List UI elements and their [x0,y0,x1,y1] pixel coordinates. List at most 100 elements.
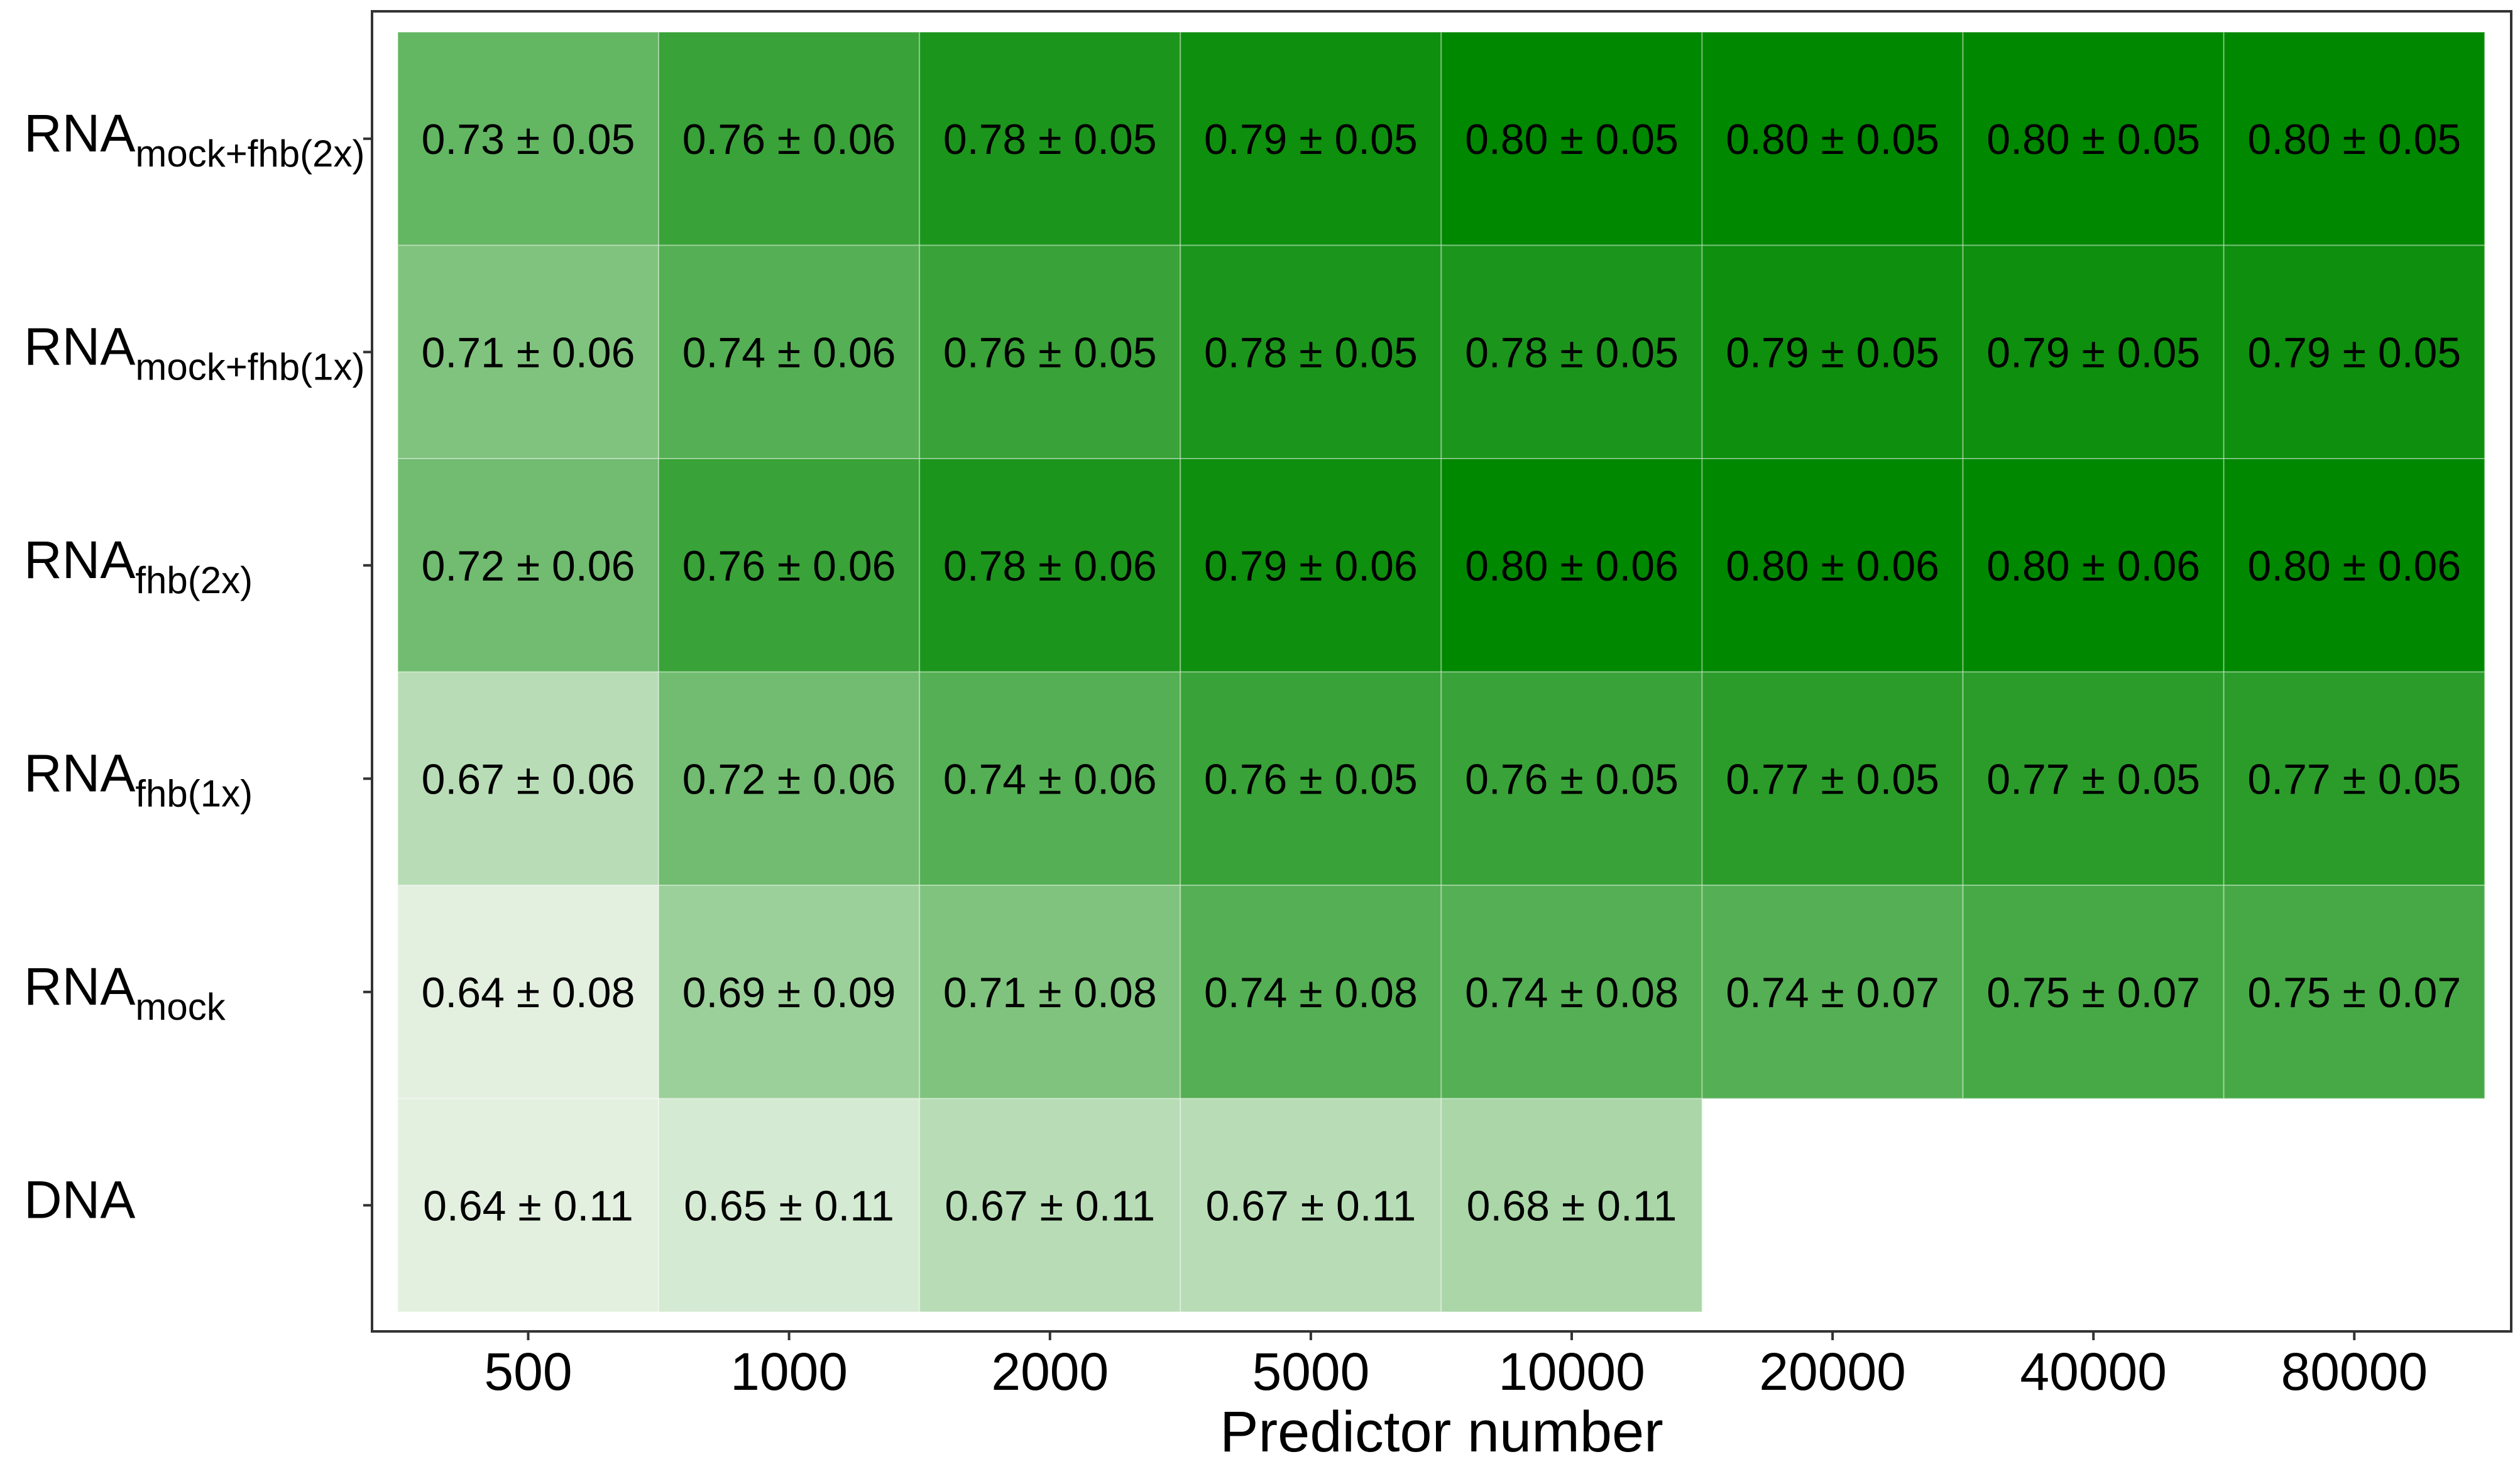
heatmap-cell [919,458,1181,673]
heatmap-cell [2223,458,2485,673]
cell-labels: 0.73 ± 0.05 0.76 ± 0.06 0.78 ± 0.05 0.79 ± … [422,116,2462,1230]
heatmap-cell [1962,885,2225,1100]
x-tick-label: 40000 [2020,1342,2167,1401]
cell-value-label: 0.78 ± 0.05 [1465,329,1679,376]
heatmap-cell [1440,244,1703,459]
heatmap-cell [1440,885,1703,1100]
y-tick-label: RNAfhb(2x) [24,530,253,601]
heatmap-cell [1440,458,1703,673]
heatmap-cell [397,671,660,886]
cell-value-label: 0.80 ± 0.05 [1986,116,2200,163]
heatmap-cell [2223,244,2485,459]
cell-value-label: 0.67 ± 0.06 [422,755,635,803]
cell-value-label: 0.80 ± 0.06 [1986,542,2200,590]
cell-value-label: 0.65 ± 0.11 [684,1182,894,1230]
heatmap-cell [1701,31,1964,246]
cell-value-label: 0.76 ± 0.06 [682,542,896,590]
cell-value-label: 0.77 ± 0.05 [2247,755,2461,803]
cell-value-label: 0.80 ± 0.06 [2247,542,2461,590]
heatmap-cell [919,31,1181,246]
cell-value-label: 0.64 ± 0.11 [423,1182,633,1230]
x-axis-title: Predictor number [1220,1400,1663,1464]
heatmap-cell [397,885,660,1100]
cell-value-label: 0.80 ± 0.05 [2247,116,2461,163]
heatmap-cell [2223,885,2485,1100]
y-axis: RNAmock+fhb(2x) RNAmock+fhb(1x) RNAfhb(2x)… [24,104,372,1229]
cell-value-label: 0.77 ± 0.05 [1986,755,2200,803]
cell-value-label: 0.78 ± 0.05 [943,116,1157,163]
cell-value-label: 0.79 ± 0.06 [1204,542,1418,590]
heatmap-cell [1180,885,1442,1100]
cell-value-label: 0.67 ± 0.11 [945,1182,1155,1230]
heatmap-cell [1180,671,1442,886]
cell-value-label: 0.76 ± 0.06 [682,116,896,163]
x-tick-label: 20000 [1759,1342,1906,1401]
heatmap-cell [1180,458,1442,673]
cell-value-label: 0.71 ± 0.06 [422,329,635,376]
heatmap-cell [1962,244,2225,459]
heatmap-cell [1701,671,1964,886]
cell-value-label: 0.72 ± 0.06 [422,542,635,590]
cell-value-label: 0.73 ± 0.05 [422,116,635,163]
cell-value-label: 0.76 ± 0.05 [1465,755,1679,803]
cell-value-label: 0.75 ± 0.07 [1986,969,2200,1017]
y-tick-label: RNAfhb(1x) [24,743,253,814]
cell-value-label: 0.78 ± 0.05 [1204,329,1418,376]
x-tick-label: 1000 [730,1342,848,1401]
cell-value-label: 0.79 ± 0.05 [1726,329,1939,376]
cell-value-label: 0.74 ± 0.07 [1726,969,1939,1017]
cell-value-label: 0.74 ± 0.06 [682,329,896,376]
heatmap-cell [1180,31,1442,246]
cell-value-label: 0.75 ± 0.07 [2247,969,2461,1017]
cell-value-label: 0.72 ± 0.06 [682,755,896,803]
x-axis: 500 1000 2000 5000 10000 20000 40000 80000 [484,1331,2428,1401]
heatmap-cell [2223,671,2485,886]
x-tick-label: 80000 [2281,1342,2428,1401]
heatmap-cell [1180,1098,1442,1313]
heatmap-cell [397,244,660,459]
x-tick-label: 5000 [1252,1342,1369,1401]
x-tick-label: 10000 [1498,1342,1645,1401]
x-tick-label: 2000 [991,1342,1109,1401]
cell-value-label: 0.64 ± 0.08 [422,969,635,1017]
cell-value-label: 0.77 ± 0.05 [1726,755,1939,803]
heatmap-cell [397,458,660,673]
heatmap-cell [1701,885,1964,1100]
cell-value-label: 0.68 ± 0.11 [1467,1182,1677,1230]
y-tick-label: RNAmock [24,957,226,1028]
cell-value-label: 0.71 ± 0.08 [943,969,1157,1017]
cell-value-label: 0.74 ± 0.08 [1465,969,1679,1017]
cell-value-label: 0.80 ± 0.05 [1726,116,1939,163]
cell-value-label: 0.80 ± 0.06 [1465,542,1679,590]
heatmap-cells [397,31,2485,1313]
x-tick-label: 500 [484,1342,572,1401]
heatmap-cell [1701,458,1964,673]
y-tick-label: DNA [24,1170,135,1229]
heatmap-cell [1701,244,1964,459]
cell-value-label: 0.76 ± 0.05 [943,329,1157,376]
cell-value-label: 0.79 ± 0.05 [2247,329,2461,376]
heatmap-cell [658,458,921,673]
heatmap-cell [1962,31,2225,246]
cell-value-label: 0.79 ± 0.05 [1986,329,2200,376]
cell-value-label: 0.74 ± 0.06 [943,755,1157,803]
heatmap-cell [658,31,921,246]
heatmap-cell [919,244,1181,459]
heatmap-cell [658,671,921,886]
heatmap-cell [397,1098,660,1313]
heatmap-cell [1440,31,1703,246]
cell-value-label: 0.78 ± 0.06 [943,542,1157,590]
cell-value-label: 0.79 ± 0.05 [1204,116,1418,163]
heatmap-cell [919,671,1181,886]
heatmap-cell [658,1098,921,1313]
cell-value-label: 0.74 ± 0.08 [1204,969,1418,1017]
heatmap-cell [919,1098,1181,1313]
heatmap-cell [397,31,660,246]
heatmap-cell [658,885,921,1100]
heatmap-cell [919,885,1181,1100]
cell-value-label: 0.76 ± 0.05 [1204,755,1418,803]
cell-value-label: 0.67 ± 0.11 [1206,1182,1416,1230]
heatmap-cell [1180,244,1442,459]
cell-value-label: 0.80 ± 0.06 [1726,542,1939,590]
